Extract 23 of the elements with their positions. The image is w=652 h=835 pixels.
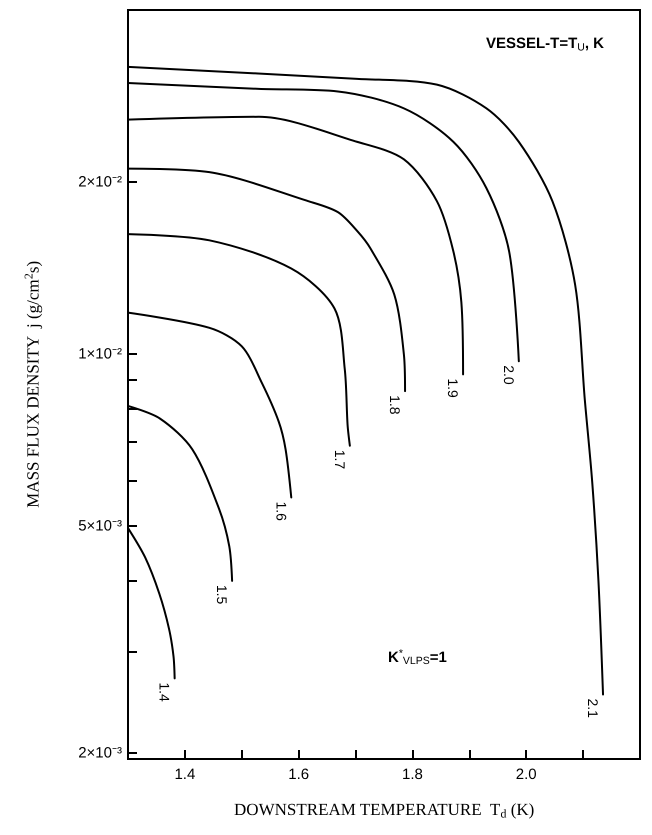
y-axis-title: MASS FLUX DENSITY j (g/cm2s): [22, 260, 42, 508]
y-tick-label: 2×10⁻³: [78, 744, 122, 762]
line-series: [127, 82, 520, 362]
line-series: [127, 116, 464, 376]
text: 1.9: [445, 378, 462, 398]
x-tick-label: 1.8: [402, 766, 423, 783]
text: 1.7: [332, 450, 348, 470]
text: 2.1: [585, 698, 602, 718]
line-series: [127, 404, 234, 582]
text: 1.5: [214, 584, 230, 605]
text: 2.0: [500, 365, 517, 385]
y-tick-label: 2×10⁻²: [78, 173, 122, 190]
line-series: [127, 312, 292, 498]
text: 1.6: [273, 501, 290, 522]
x-tick-label: 1.6: [288, 766, 310, 783]
x-tick-label: 1.4: [174, 766, 196, 783]
x-tick-label: 2.0: [516, 766, 537, 783]
y-tick-label: 1×10⁻²: [78, 345, 122, 362]
line-series: [127, 168, 406, 392]
line-series: [127, 233, 351, 447]
text: 1.8: [387, 395, 404, 415]
y-tick-label: 5×10⁻³: [78, 517, 122, 534]
text: 1.4: [156, 682, 173, 702]
